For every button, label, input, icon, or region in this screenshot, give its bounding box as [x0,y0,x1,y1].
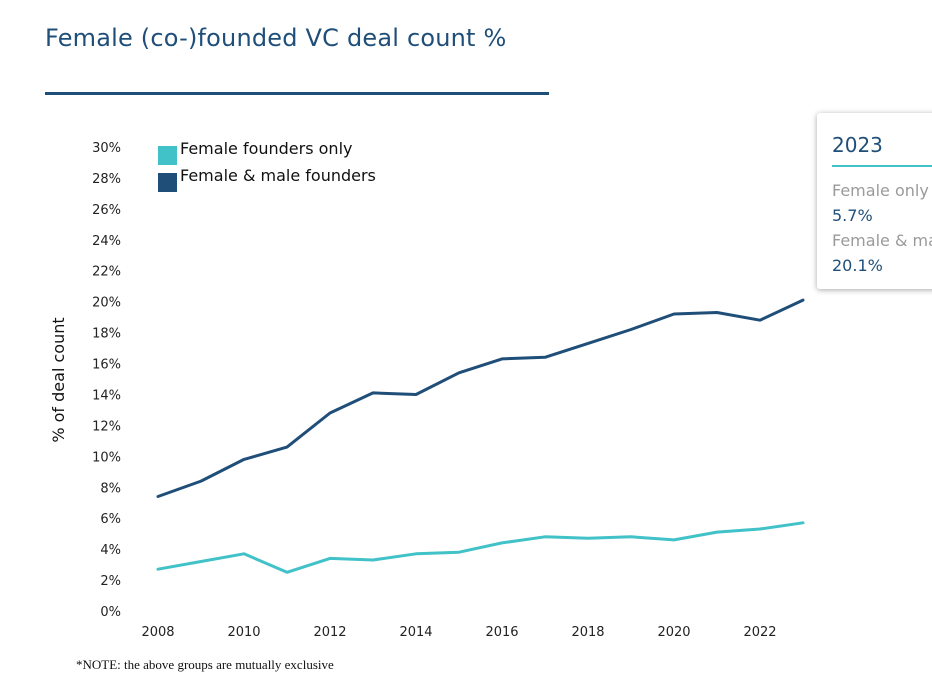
tooltip-label-female-male: Female & male founders [832,231,932,250]
y-tick-label: 14% [92,388,121,403]
legend: Female founders only Female & male founde… [158,139,376,192]
y-tick-label: 30% [92,141,121,156]
hover-tooltip: 2023 Female only 5.7% Female & male foun… [817,113,932,289]
tooltip-divider [832,165,932,167]
y-tick-label: 10% [92,450,121,465]
y-tick-label: 18% [92,327,121,342]
tooltip-year: 2023 [832,133,883,157]
tooltip-value-female-male: 20.1% [832,256,883,275]
x-tick-label: 2016 [485,625,518,640]
legend-swatch [158,173,177,192]
y-tick-label: 4% [100,543,121,558]
tooltip-value-female-only: 5.7% [832,206,873,225]
y-tick-label: 2% [100,574,121,589]
series-lines [156,298,805,574]
tooltip-label-female-only: Female only [832,181,929,200]
y-axis-ticks: 0% 2% 4% 6% 8% 10% 12% 14% 16% 18% 20% 22% 24% 26% 28%… [92,141,121,620]
legend-label: Female & male founders [180,166,376,185]
x-tick-label: 2018 [571,625,604,640]
y-tick-label: 28% [92,172,121,187]
y-tick-label: 24% [92,234,121,249]
y-tick-label: 6% [100,512,121,527]
footnote: *NOTE: the above groups are mutually exc… [76,657,334,672]
y-tick-label: 26% [92,203,121,218]
x-tick-label: 2020 [657,625,690,640]
series-line-female-only [156,521,805,574]
y-tick-label: 22% [92,265,121,280]
y-tick-label: 8% [100,481,121,496]
x-tick-label: 2008 [141,625,174,640]
y-axis-label: % of deal count [49,317,68,442]
legend-swatch [158,146,177,165]
y-tick-label: 16% [92,358,121,373]
legend-label: Female founders only [180,139,352,158]
x-tick-label: 2022 [743,625,776,640]
y-tick-label: 20% [92,296,121,311]
x-tick-label: 2012 [313,625,346,640]
x-tick-label: 2014 [399,625,432,640]
series-line-female-male [156,298,805,498]
y-tick-label: 12% [92,419,121,434]
x-axis-ticks: 2008 2010 2012 2014 2016 2018 2020 2022 [141,625,776,640]
y-tick-label: 0% [100,605,121,620]
chart-title: Female (co-)founded VC deal count % [45,24,507,52]
title-underline [45,92,549,95]
x-tick-label: 2010 [227,625,260,640]
